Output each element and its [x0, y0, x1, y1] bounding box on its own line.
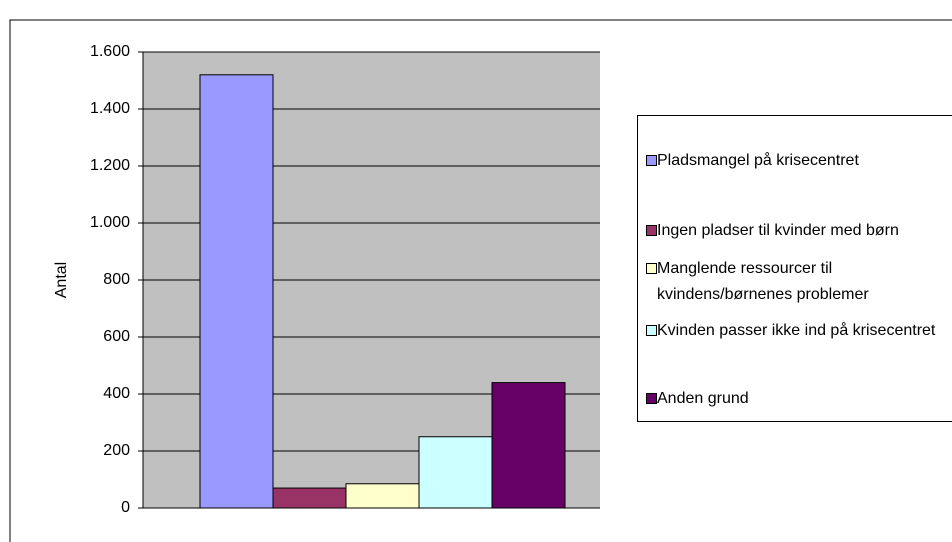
bar — [491, 382, 566, 509]
y-tick-label: 1.400 — [90, 100, 130, 117]
bar — [345, 483, 420, 509]
legend-swatch — [646, 393, 657, 404]
y-tick-label: 200 — [103, 442, 130, 459]
y-axis-label: Antal — [53, 262, 70, 298]
legend-label: Pladsmangel på krisecentret — [657, 152, 859, 169]
bar — [272, 487, 347, 509]
legend: Pladsmangel på krisecentret Ingen pladser… — [637, 115, 952, 422]
legend-label: Anden grund — [657, 390, 749, 407]
bar — [199, 74, 274, 509]
legend-swatch — [646, 225, 657, 236]
legend-label: Manglende ressourcer til kvindens/børnen… — [657, 260, 869, 303]
legend-swatch — [646, 325, 657, 336]
y-tick-label: 1.000 — [90, 214, 130, 231]
y-tick-label: 800 — [103, 271, 130, 288]
legend-label: Kvinden passer ikke ind på krisecentret — [657, 322, 936, 339]
y-tick-label: 600 — [103, 328, 130, 345]
y-tick-label: 0 — [121, 499, 130, 516]
legend-swatch — [646, 155, 657, 166]
bar — [418, 436, 493, 509]
y-tick-label: 400 — [103, 385, 130, 402]
y-tick-label: 1.600 — [90, 43, 130, 60]
legend-label: Ingen pladser til kvinder med børn — [657, 222, 899, 239]
y-tick-label: 1.200 — [90, 157, 130, 174]
legend-swatch — [646, 263, 657, 274]
